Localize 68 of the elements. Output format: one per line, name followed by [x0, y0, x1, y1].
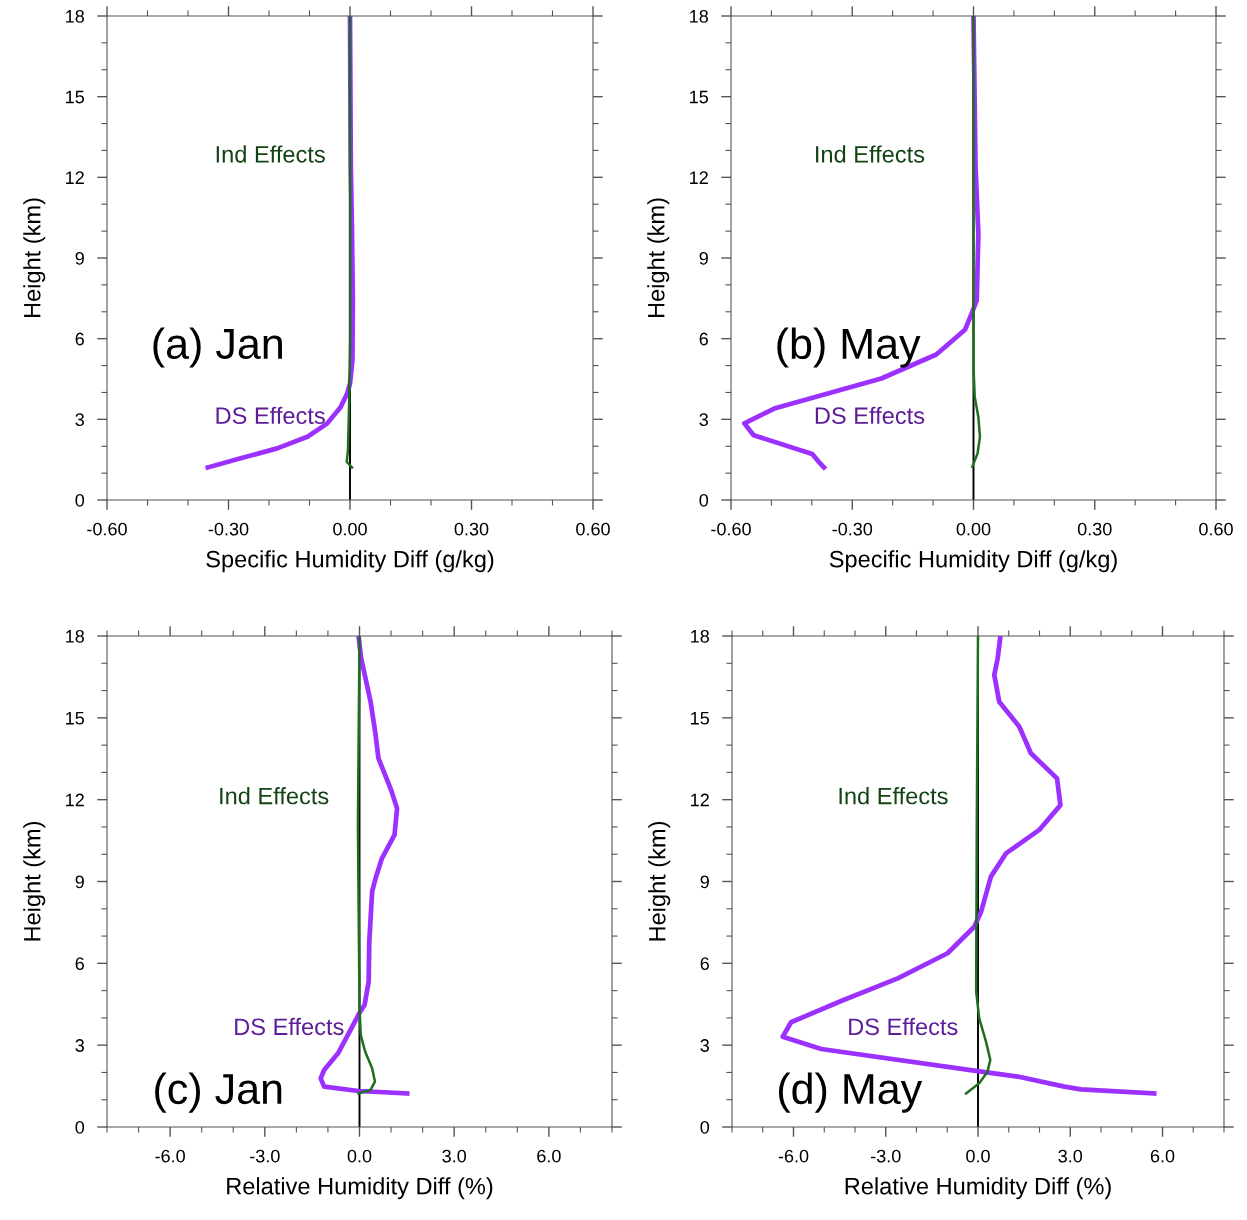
x-tick-label: -0.30 [208, 522, 249, 536]
x-tick-label: 0.60 [576, 522, 610, 536]
y-tick-label: 15 [690, 90, 709, 104]
y-tick-label: 9 [699, 251, 708, 265]
y-axis-title: Height (km) [23, 821, 46, 941]
x-tick-label: -3.0 [250, 1149, 280, 1163]
series-label: Ind Effects [220, 787, 329, 805]
y-tick-label: 12 [66, 793, 84, 807]
x-tick-label: 0.0 [347, 1149, 372, 1163]
y-tick-label: 3 [699, 413, 708, 427]
y-tick-label: 6 [75, 332, 84, 346]
y-tick-label: 0 [75, 493, 85, 507]
x-axis-title: Relative Humidity Diff (%) [845, 1177, 1111, 1200]
y-tick-label: 0 [75, 1120, 85, 1134]
x-tick-label: 3.0 [442, 1149, 467, 1163]
x-tick-label: 3.0 [1058, 1149, 1083, 1163]
y-tick-label: 9 [75, 875, 84, 889]
y-tick-label: 3 [75, 1039, 84, 1052]
y-tick-label: 15 [66, 711, 85, 725]
x-tick-label: 6.0 [1150, 1149, 1175, 1163]
x-tick-label: 0.30 [1077, 522, 1112, 536]
y-tick-label: 18 [691, 629, 709, 643]
text: Ind Effects [816, 145, 925, 163]
y-tick-label: 12 [690, 171, 708, 184]
x-tick-label: 0.00 [333, 522, 367, 536]
y-tick-label: 3 [700, 1039, 709, 1052]
y-axis-title: Height (km) [23, 198, 46, 318]
y-tick-label: 6 [700, 957, 709, 971]
x-tick-label: 0.0 [966, 1149, 990, 1163]
x-axis-title: Specific Humidity Diff (g/kg) [829, 550, 1117, 573]
x-tick-label: -6.0 [778, 1149, 809, 1163]
series-label: DS Effects [235, 1017, 344, 1036]
y-axis-title: Height (km) [647, 198, 670, 318]
x-tick-label: 0.60 [1199, 522, 1233, 536]
series-label: Ind Effects [839, 787, 948, 805]
y-tick-label: 3 [75, 413, 84, 427]
x-tick-label: -0.60 [87, 522, 127, 536]
series-label: DS Effects [849, 1017, 958, 1036]
annotation: (c) Jan [155, 1072, 282, 1113]
y-tick-label: 18 [66, 9, 84, 23]
annotation: (b) May [777, 327, 921, 368]
y-axis-title: Height (km) [648, 821, 671, 941]
x-tick-label: -0.60 [711, 522, 751, 536]
y-tick-label: 6 [699, 332, 708, 346]
y-tick-label: 18 [66, 629, 84, 643]
x-tick-label: -0.30 [832, 522, 873, 536]
x-axis-title: Relative Humidity Diff (%) [227, 1177, 493, 1200]
y-tick-label: 15 [66, 90, 85, 104]
x-tick-label: -3.0 [871, 1149, 901, 1163]
y-tick-label: 15 [691, 711, 710, 725]
x-tick-label: 6.0 [537, 1149, 561, 1163]
series-label: Ind Effects [216, 145, 325, 163]
y-tick-label: 0 [700, 1120, 710, 1134]
y-tick-label: 18 [690, 9, 708, 23]
x-tick-label: 0.30 [454, 522, 489, 536]
x-axis-title: Specific Humidity Diff (g/kg) [206, 550, 494, 573]
annotation: (a) Jan [153, 327, 282, 368]
x-tick-label: -6.0 [155, 1149, 185, 1163]
y-tick-label: 12 [66, 171, 84, 184]
series-label: DS Effects [815, 406, 925, 425]
series-label: DS Effects [216, 406, 325, 425]
y-tick-label: 0 [699, 493, 709, 507]
y-tick-label: 6 [75, 957, 84, 971]
x-tick-label: 0.00 [956, 522, 991, 536]
y-tick-label: 9 [700, 875, 709, 889]
y-tick-label: 9 [75, 251, 84, 265]
annotation: (d) May [778, 1072, 923, 1113]
y-tick-label: 12 [691, 793, 709, 807]
